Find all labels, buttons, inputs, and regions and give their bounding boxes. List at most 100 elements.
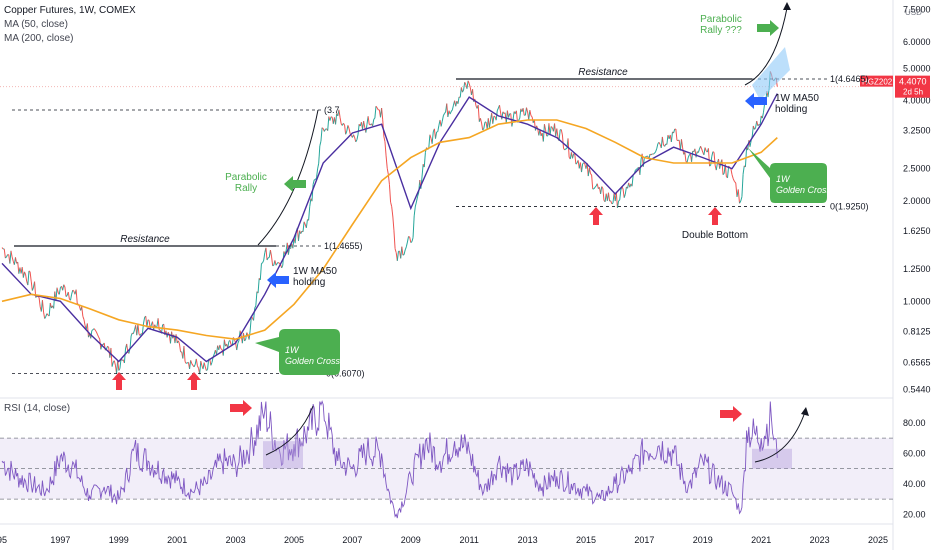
price-bar [458,97,459,104]
price-bar [230,340,231,344]
price-bar [688,155,689,158]
price-bar [324,129,325,131]
price-bar [531,116,532,117]
time-tick-label: 2015 [576,535,596,545]
price-bar [625,187,626,194]
price-bar [330,117,331,121]
price-bar [405,247,406,250]
price-bar [220,345,221,349]
price-bar [258,278,259,293]
ma50-holding-label-2-line: holding [775,104,807,115]
price-bar [397,251,398,260]
price-bar [416,197,417,202]
price-bar [676,129,677,140]
price-bar [56,288,57,301]
price-bar [264,253,265,261]
price-bar [345,125,346,135]
resistance-label-1: Resistance [120,234,170,245]
price-bar [385,142,386,156]
price-tick-label: 0.5440 [903,384,931,394]
price-bar [99,337,100,339]
green-arrow-parabolic-1 [284,176,306,192]
price-bar [657,144,658,149]
price-bar [608,193,609,201]
price-bar [94,329,95,330]
price-bar [82,307,83,317]
price-bar [204,363,205,367]
price-bar [412,238,413,242]
price-bar [438,126,439,132]
price-bar [49,303,50,316]
price-bar [414,207,415,216]
price-bar [594,187,595,189]
price-bar [624,194,625,197]
price-bar [393,217,394,231]
price-bar [742,174,743,197]
price-bar [738,189,739,203]
price-bar [619,200,620,201]
price-bar [475,99,476,106]
price-tick-label: 2.0000 [903,196,931,206]
price-bar [451,110,452,112]
price-bar [190,360,191,369]
price-tick-label: 3.2500 [903,126,931,136]
price-bar [57,288,58,293]
price-bar [530,110,531,115]
price-bar [277,262,278,263]
price-bar [59,288,60,295]
price-bar [395,249,396,253]
price-tick-label: 1.6250 [903,226,931,236]
price-bar [298,231,299,241]
price-bar [348,125,349,128]
rsi-tick-label: 80.00 [903,418,926,428]
price-bar [205,367,206,371]
price-bar [71,294,72,300]
fib-label-2004: 1(1.4655) [324,241,363,251]
price-bar [364,121,365,127]
price-bar [374,118,375,119]
price-bar [651,154,652,155]
price-bar [402,247,403,255]
price-bar [44,312,45,319]
time-tick-label: 95 [0,535,7,545]
price-bar [701,146,702,149]
legend: Copper Futures, 1W, COMEX MA (50, close)… [4,4,136,46]
price-bar [318,163,319,169]
price-bar [444,112,445,113]
price-bar [662,137,663,145]
legend-rsi: RSI (14, close) [4,402,70,416]
price-bar [763,104,764,113]
price-bar [194,365,195,367]
price-bar [84,320,85,326]
price-bar [415,202,416,207]
price-bar [275,260,276,265]
price-bar [704,148,705,155]
fib-label-2020: 0(1.9250) [830,202,869,212]
legend-ma50: MA (50, close) [4,18,136,32]
time-tick-label: 2025 [868,535,888,545]
price-bar [349,128,350,133]
price-bar [603,188,604,200]
price-bar [309,207,310,221]
price-bar [406,242,407,247]
price-bar [196,359,197,366]
price-bar [413,216,414,238]
time-tick-label: 2001 [167,535,187,545]
price-bar [612,203,613,204]
price-tick-label: 0.8125 [903,326,931,336]
parabolic-curve-1 [258,110,318,245]
price-bar [484,122,485,128]
ma50-holding-label-1-line: holding [293,277,325,288]
price-bar [382,108,383,120]
price-bar [722,159,723,174]
price-bar [687,158,688,163]
price-bar [176,334,177,343]
price-bar [601,187,602,194]
price-bar [200,361,201,374]
price-bar [31,281,32,290]
price-bar [354,135,355,138]
price-bar [685,152,686,161]
